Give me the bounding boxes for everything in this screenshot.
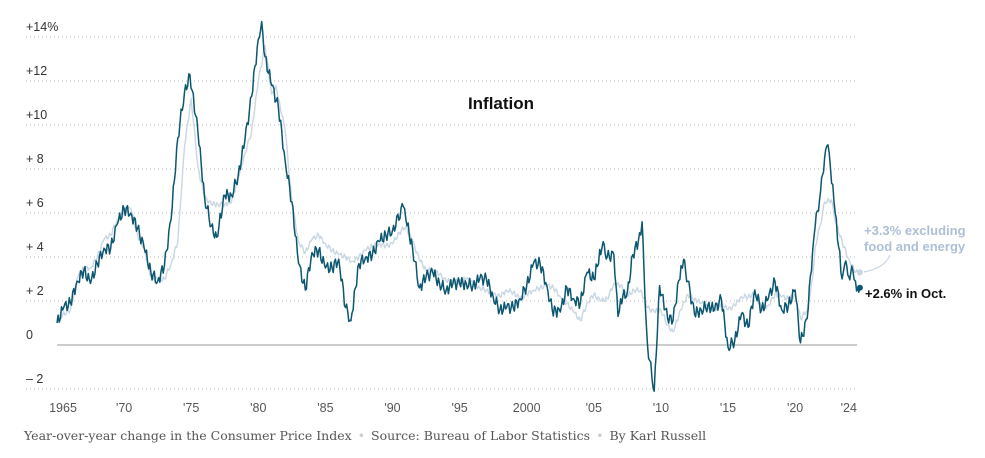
y-axis-ticks: +14% +12 +10 + 8 + 6 + 4 + 2 0 – 2: [26, 20, 58, 386]
footer-source: Source: Bureau of Labor Statistics: [371, 428, 591, 443]
separator-dot: •: [357, 428, 366, 443]
x-axis-ticks: 1965 '70 '75 '80 '85 '90 '95 2000 '05 '10 '15 '20 '2…: [49, 401, 857, 415]
footer-description: Year-over-year change in the Consumer Pr…: [24, 428, 352, 443]
x-tick-label: '75: [183, 401, 199, 415]
y-tick-label: + 4: [26, 240, 44, 254]
core-annotation-line1: +3.3% excluding: [864, 223, 966, 238]
x-tick-label: '05: [586, 401, 602, 415]
x-tick-label: '24: [841, 401, 857, 415]
gridlines: [26, 36, 857, 390]
headline-cpi-line: [56, 20, 861, 392]
separator-dot: •: [596, 428, 604, 443]
x-tick-label: '15: [720, 401, 736, 415]
y-tick-label: + 8: [26, 152, 44, 166]
x-tick-label: '80: [250, 401, 266, 415]
x-tick-label: '85: [317, 401, 333, 415]
chart-footer: Year-over-year change in the Consumer Pr…: [24, 428, 706, 443]
y-tick-label: +10: [26, 108, 47, 122]
x-tick-label: '10: [653, 401, 669, 415]
inflation-chart: +14% +12 +10 + 8 + 6 + 4 + 2 0 – 2 1965 '70 '75 '80…: [26, 20, 966, 415]
core-annotation-arrow: [863, 254, 891, 273]
x-tick-label: 2000: [513, 401, 541, 415]
x-tick-label: '70: [116, 401, 132, 415]
x-tick-label: '95: [451, 401, 467, 415]
headline-endpoint-marker: [856, 284, 863, 291]
x-tick-label: 1965: [49, 401, 77, 415]
y-tick-label: + 6: [26, 196, 44, 210]
y-tick-label: 0: [26, 328, 33, 342]
core-cpi-line: [56, 45, 861, 333]
footer-byline: By Karl Russell: [609, 428, 707, 443]
core-annotation-line2: food and energy: [864, 239, 966, 254]
y-tick-label: – 2: [26, 372, 43, 386]
headline-annotation: +2.6% in Oct.: [865, 286, 946, 301]
core-endpoint-marker: [856, 269, 863, 276]
chart-title: Inflation: [468, 94, 534, 113]
y-tick-label: + 2: [26, 284, 44, 298]
x-tick-label: '20: [787, 401, 803, 415]
series-lines: [56, 20, 863, 392]
y-tick-label: +14%: [26, 20, 58, 34]
y-tick-label: +12: [26, 64, 47, 78]
x-tick-label: '90: [384, 401, 400, 415]
